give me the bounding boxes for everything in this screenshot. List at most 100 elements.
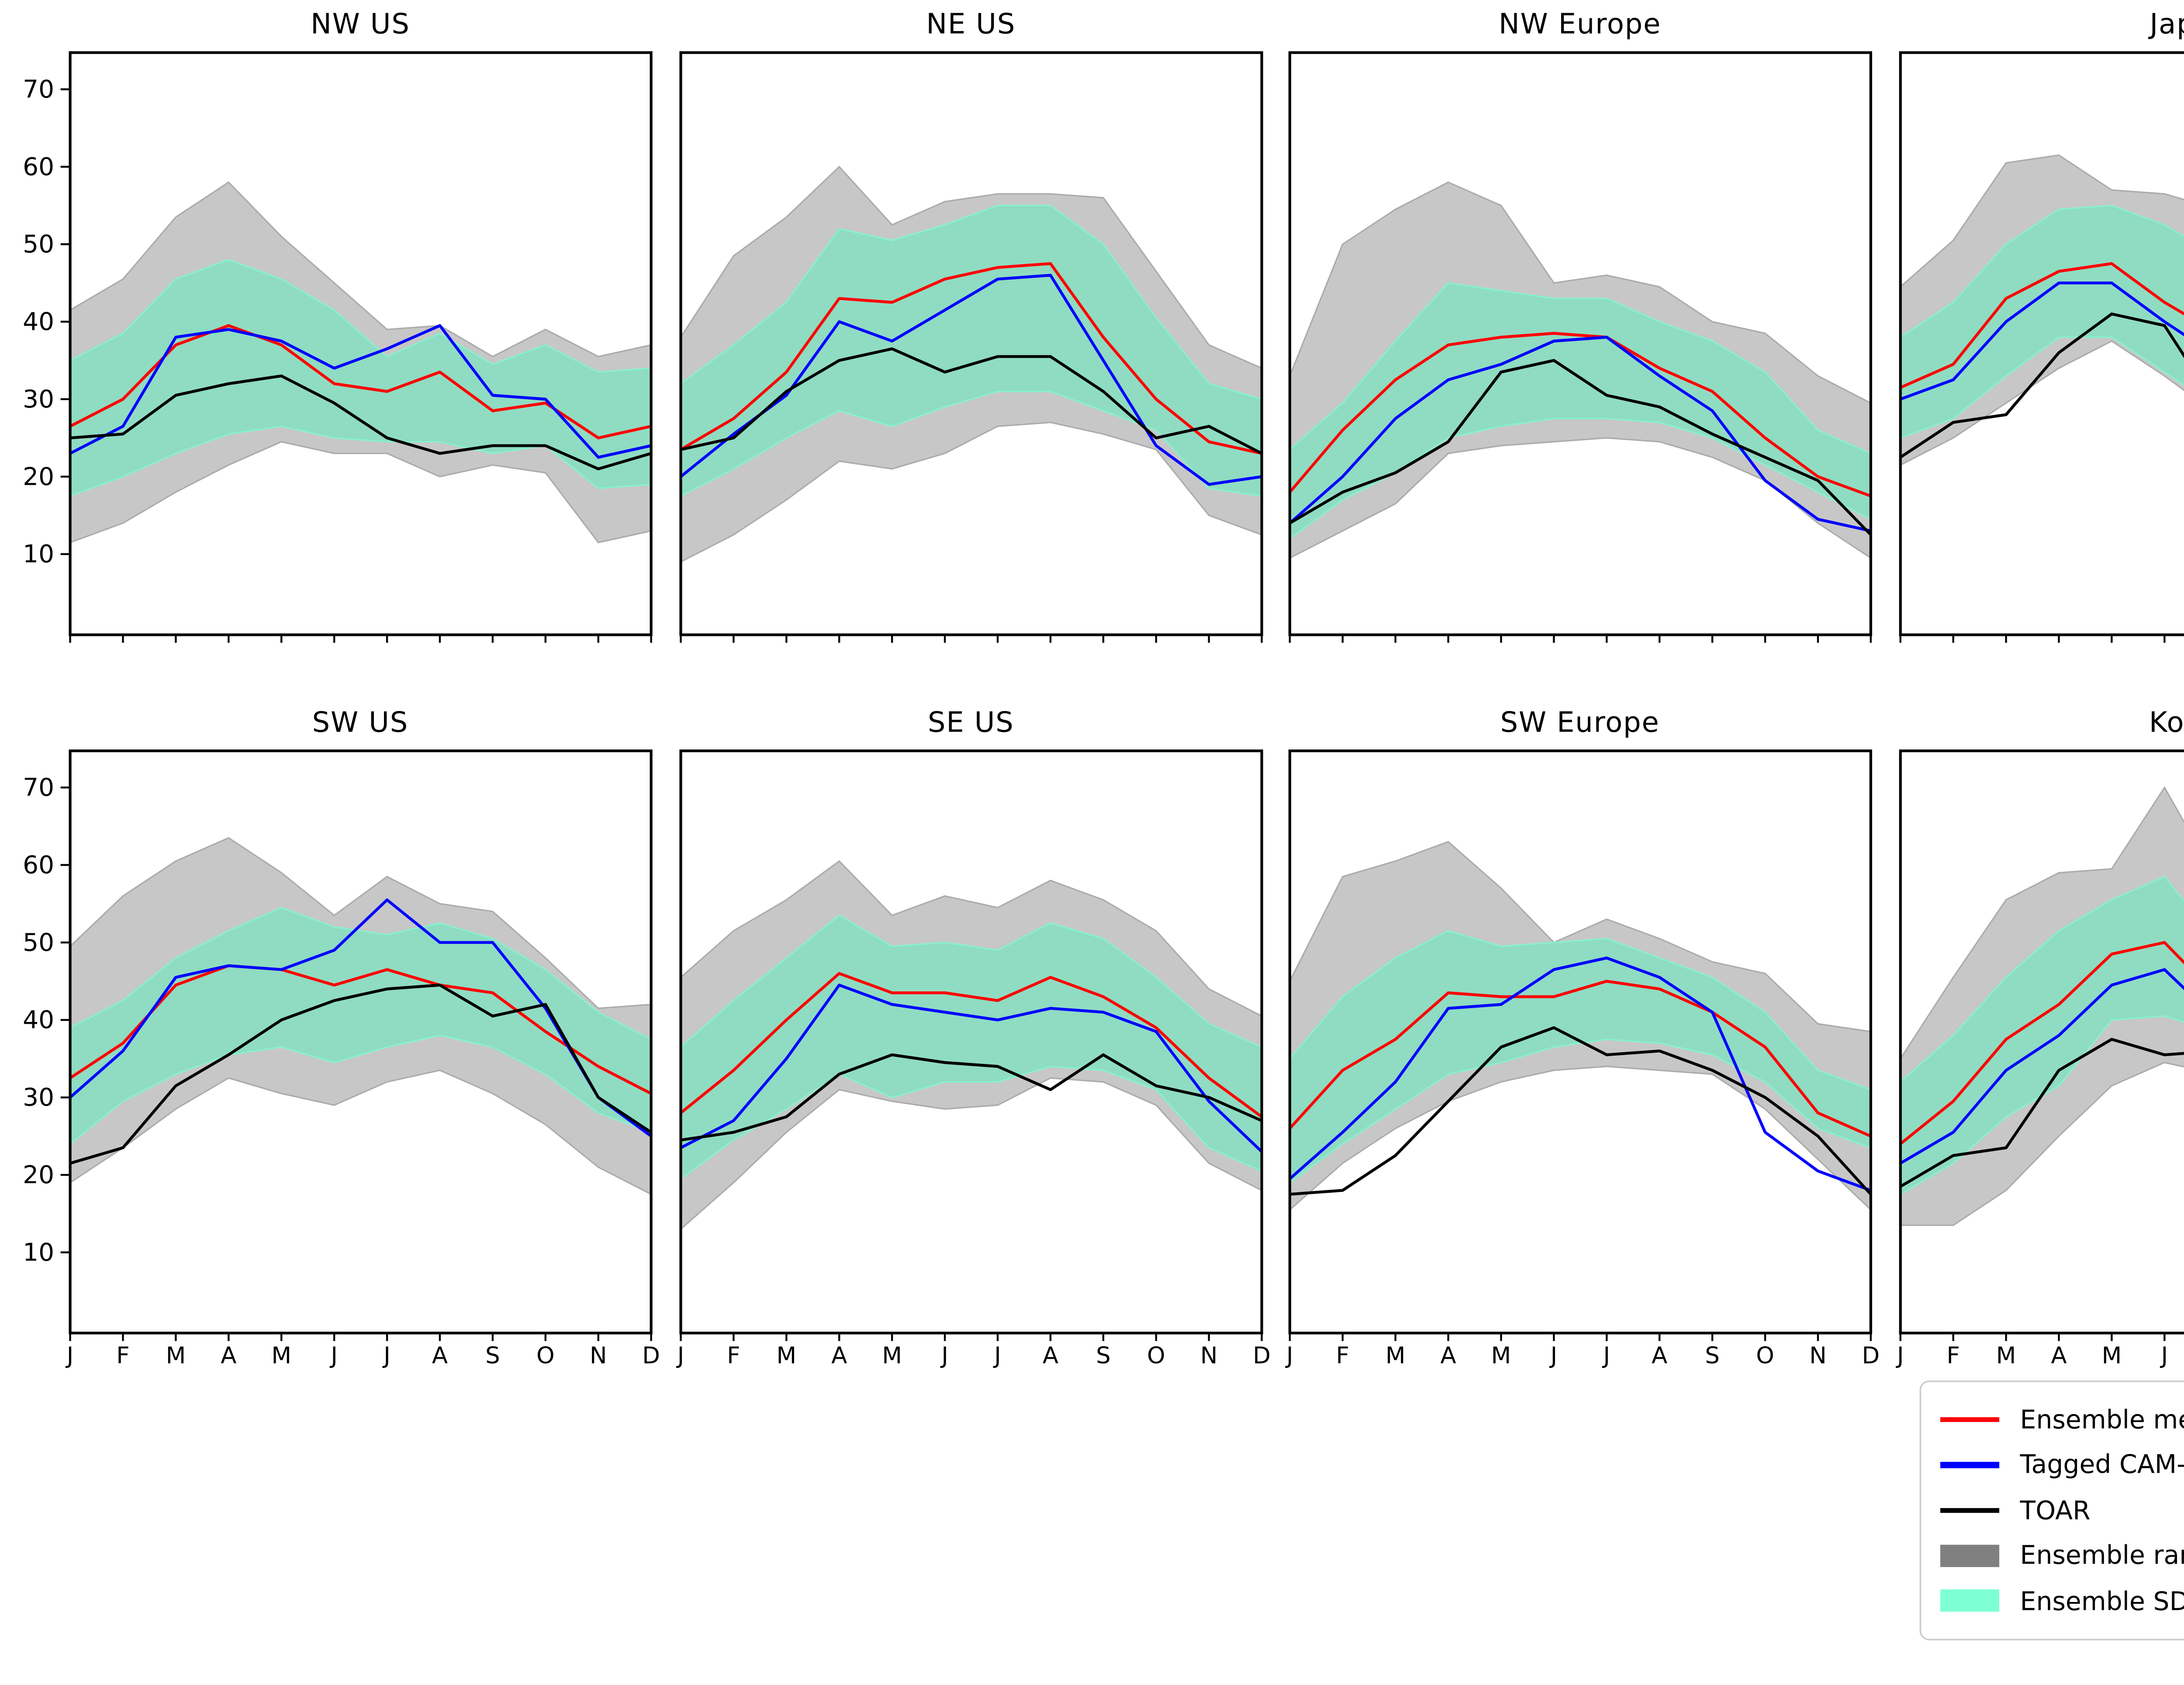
panel-title-japan: Japan: [2149, 9, 2184, 41]
x-tick-label: M: [1386, 1342, 1406, 1369]
x-tick-label: J: [1286, 1342, 1294, 1369]
ensemble-sd-band: [1899, 876, 2184, 1196]
tagged-cam-chem-line: [1899, 968, 2184, 1165]
x-tick-label: M: [1995, 1342, 2015, 1369]
panel-border: [679, 50, 1263, 636]
x-tick-label: J: [992, 1342, 1001, 1369]
x-tick-label: A: [1441, 1342, 1456, 1369]
panel-border: [69, 50, 653, 636]
x-tick-label: A: [2050, 1342, 2066, 1369]
legend: Ensemble mean Tagged CAM-chem TOAR Ensem…: [1919, 1380, 2184, 1640]
x-tick-label: J: [330, 1342, 339, 1369]
panel-border: [679, 749, 1263, 1335]
x-tick-label: N: [1810, 1342, 1827, 1369]
plot-nw-us: 70 60 50 40 30 20 10: [24, 50, 653, 642]
x-tick-label: D: [643, 1342, 661, 1369]
panel-nw-us: 70 60 50 40 30 20 10: [24, 50, 653, 642]
panel-border: [69, 749, 653, 1335]
x-tick-label: M: [272, 1342, 292, 1369]
x-tick-label: A: [1652, 1342, 1668, 1369]
x-tick-label: D: [1862, 1342, 1880, 1369]
x-tick-label: O: [1756, 1342, 1775, 1369]
x-tick-label: M: [2101, 1342, 2121, 1369]
legend-item-toar: TOAR: [1940, 1487, 2184, 1533]
y-tick-label: 30: [24, 384, 55, 413]
y-tick-label: 10: [24, 539, 55, 568]
tagged-cam-chem-line: [69, 898, 653, 1138]
legend-item-ensemble-mean: Ensemble mean: [1940, 1396, 2184, 1442]
panel-title-sw-europe: SW Europe: [1500, 708, 1660, 740]
panel-title-sw-us: SW US: [312, 708, 409, 740]
y-tick-label: 40: [24, 307, 55, 335]
legend-item-ensemble-range: Ensemble range: [1940, 1533, 2184, 1578]
toar-line: [1289, 358, 1872, 535]
ensemble-mean-line: [1289, 980, 1872, 1138]
x-tick-label: F: [1336, 1342, 1349, 1369]
tagged-cam-chem-line: [70, 323, 652, 458]
panel-title-ne-us: NE US: [926, 9, 1016, 41]
ensemble-mean-line-swatch: [1940, 1416, 2000, 1422]
plot-japan: [1898, 50, 2184, 642]
legend-label: Ensemble range: [2020, 1540, 2184, 1571]
tagged-cam-chem-line: [1899, 281, 2184, 400]
legend-label: TOAR: [2020, 1495, 2091, 1526]
panel-sw-us: J F M A M J J A S O N D 70 60 50 40 30 20 10: [24, 749, 660, 1369]
x-tick-label: J: [66, 1342, 74, 1369]
plot-nw-europe: [1289, 50, 1873, 642]
x-tick-label: J: [383, 1342, 391, 1369]
x-tick-label: A: [831, 1342, 847, 1369]
y-tick-label: 50: [24, 229, 55, 258]
y-tick-label: 10: [24, 1238, 55, 1267]
toar-line: [1899, 1038, 2184, 1188]
y-tick-label: 60: [24, 152, 55, 180]
x-tick-label: M: [882, 1342, 902, 1369]
tagged-cam-chem-line: [1289, 335, 1872, 532]
toar-line: [70, 984, 653, 1165]
legend-label: Ensemble mean: [2020, 1404, 2184, 1435]
x-tick-label: J: [940, 1342, 948, 1369]
toar-line: [70, 373, 653, 470]
y-tick-label: 50: [24, 928, 55, 957]
panel-title-korea: Korea: [2149, 708, 2184, 740]
x-tick-label: J: [2159, 1342, 2167, 1369]
x-tick-label: N: [590, 1342, 608, 1369]
x-tick-label: S: [486, 1342, 501, 1369]
ensemble-range-patch-swatch: [1940, 1544, 2000, 1567]
y-tick-label: 70: [24, 773, 55, 802]
ensemble-sd-band: [1899, 204, 2184, 439]
y-tick-label: 70: [24, 74, 55, 103]
x-tick-label: F: [727, 1342, 740, 1369]
x-tick-label: M: [166, 1342, 187, 1369]
x-tick-label: J: [1895, 1342, 1903, 1369]
toar-line: [1899, 312, 2184, 458]
panel-title-nw-europe: NW Europe: [1499, 9, 1662, 41]
panel-border: [1289, 50, 1873, 636]
x-tick-label: O: [1147, 1342, 1165, 1369]
panel-ne-us: [679, 50, 1263, 642]
ensemble-mean-line: [1898, 941, 2184, 1145]
toar-line: [680, 346, 1262, 454]
legend-label: Tagged CAM-chem: [2020, 1449, 2184, 1480]
plot-ne-us: [679, 50, 1263, 642]
x-tick-label: N: [1200, 1342, 1217, 1369]
toar-line: [1290, 1026, 1873, 1196]
x-tick-label: M: [1491, 1342, 1511, 1369]
x-tick-label: F: [1946, 1342, 1959, 1369]
panel-border: [1898, 749, 2184, 1335]
ensemble-mean-line: [70, 964, 653, 1095]
x-tick-label: S: [1095, 1342, 1110, 1369]
x-tick-label: A: [1042, 1342, 1058, 1369]
ensemble-mean-line: [679, 972, 1262, 1118]
x-tick-label: J: [676, 1342, 684, 1369]
legend-item-ensemble-sd: Ensemble SD: [1940, 1578, 2184, 1624]
y-tick-label: 40: [24, 1005, 55, 1034]
legend-item-tagged-cam-chem: Tagged CAM-chem: [1940, 1442, 2184, 1487]
x-tick-label: J: [1602, 1342, 1610, 1369]
x-tick-label: F: [117, 1342, 130, 1369]
panel-border: [1898, 50, 2184, 636]
toar-line-swatch: [1940, 1507, 2000, 1513]
